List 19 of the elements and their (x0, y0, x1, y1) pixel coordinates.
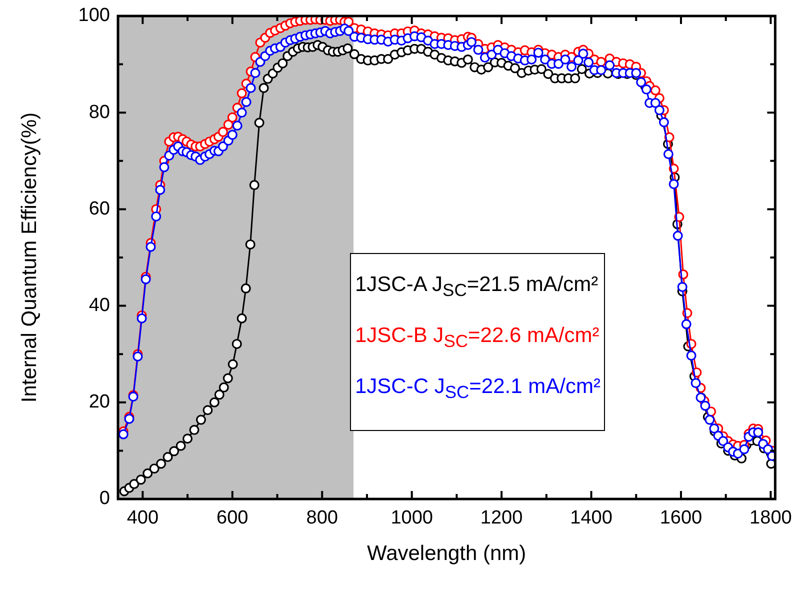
text: 1JSC-C J$_{SC}$=22.1 mA/cm² (355, 374, 600, 405)
x-axis-title: Wavelength (nm) (367, 542, 526, 566)
x-tick-label: 1600 (660, 508, 702, 529)
x-tick-label: 400 (126, 508, 159, 529)
y-tick-label: 40 (88, 295, 110, 316)
x-tick-label: 800 (306, 508, 338, 529)
y-axis-title: Internal Quantum Efficiency(%) (18, 112, 41, 403)
x-tick-label: 1800 (750, 508, 792, 529)
x-tick-label: 1400 (570, 508, 612, 529)
text: 1JSC-A J$_{SC}$=21.5 mA/cm² (355, 272, 600, 302)
y-tick-label: 0 (99, 488, 110, 510)
text: 1JSC-B J$_{SC}$=22.6 mA/cm² (355, 323, 600, 354)
y-tick-label: 60 (88, 198, 110, 220)
y-tick-label: 80 (88, 102, 110, 123)
x-tick-label: 600 (216, 508, 248, 529)
y-tick-label: 20 (88, 392, 110, 413)
y-tick-label: 100 (78, 5, 110, 26)
x-tick-label: 1200 (480, 508, 523, 529)
x-tick-label: 1000 (390, 508, 433, 529)
